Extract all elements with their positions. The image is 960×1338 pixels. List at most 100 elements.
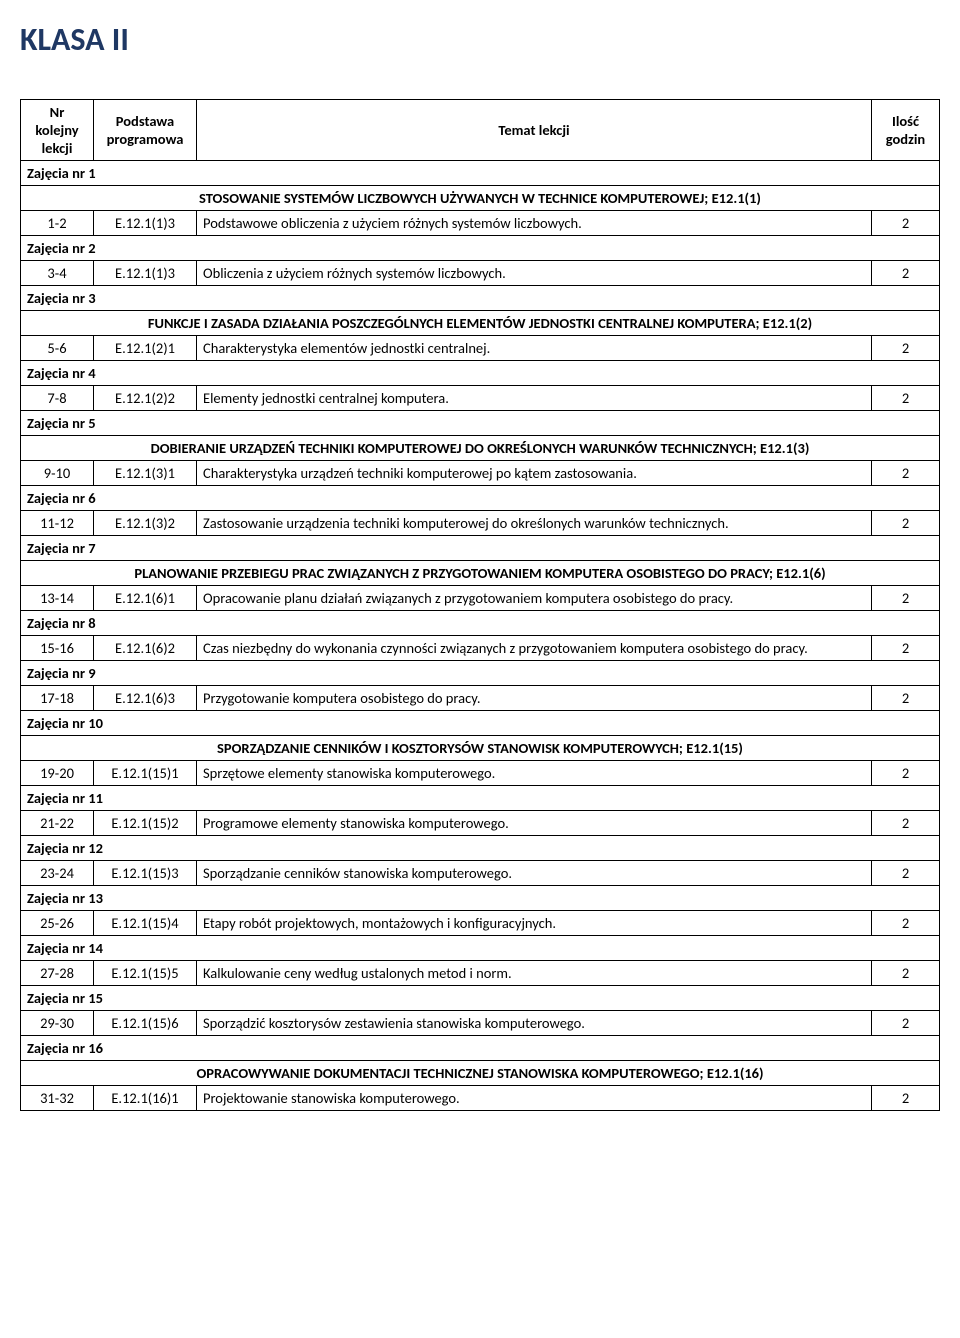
header-podstawa: Podstawa programowa xyxy=(94,100,197,161)
lesson-nr: 21-22 xyxy=(21,811,94,836)
lesson-hours: 2 xyxy=(872,811,940,836)
table-row: 9-10E.12.1(3)1Charakterystyka urządzeń t… xyxy=(21,461,940,486)
lesson-nr: 31-32 xyxy=(21,1086,94,1111)
table-row: Zajęcia nr 11 xyxy=(21,786,940,811)
lesson-hours: 2 xyxy=(872,911,940,936)
lesson-topic: Obliczenia z użyciem różnych systemów li… xyxy=(197,261,872,286)
lesson-hours: 2 xyxy=(872,261,940,286)
lesson-hours: 2 xyxy=(872,586,940,611)
lesson-hours: 2 xyxy=(872,861,940,886)
table-row: Zajęcia nr 15 xyxy=(21,986,940,1011)
lesson-topic: Projektowanie stanowiska komputerowego. xyxy=(197,1086,872,1111)
table-row: FUNKCJE I ZASADA DZIAŁANIA POSZCZEGÓLNYC… xyxy=(21,311,940,336)
session-label: Zajęcia nr 16 xyxy=(21,1036,940,1061)
lesson-hours: 2 xyxy=(872,1086,940,1111)
table-row: Zajęcia nr 13 xyxy=(21,886,940,911)
table-row: STOSOWANIE SYSTEMÓW LICZBOWYCH UŻYWANYCH… xyxy=(21,186,940,211)
session-label: Zajęcia nr 13 xyxy=(21,886,940,911)
lesson-hours: 2 xyxy=(872,961,940,986)
lesson-code: E.12.1(16)1 xyxy=(94,1086,197,1111)
table-row: 29-30E.12.1(15)6Sporządzić kosztorysów z… xyxy=(21,1011,940,1036)
header-row: Nr kolejny lekcji Podstawa programowa Te… xyxy=(21,100,940,161)
table-row: Zajęcia nr 7 xyxy=(21,536,940,561)
table-row: Zajęcia nr 12 xyxy=(21,836,940,861)
lesson-code: E.12.1(15)2 xyxy=(94,811,197,836)
lesson-code: E.12.1(3)1 xyxy=(94,461,197,486)
lesson-code: E.12.1(1)3 xyxy=(94,211,197,236)
lesson-code: E.12.1(15)6 xyxy=(94,1011,197,1036)
curriculum-table: Nr kolejny lekcji Podstawa programowa Te… xyxy=(20,99,940,1111)
table-row: 21-22E.12.1(15)2Programowe elementy stan… xyxy=(21,811,940,836)
session-label: Zajęcia nr 1 xyxy=(21,161,940,186)
lesson-topic: Charakterystyka elementów jednostki cent… xyxy=(197,336,872,361)
table-row: 11-12E.12.1(3)2Zastosowanie urządzenia t… xyxy=(21,511,940,536)
table-row: 13-14E.12.1(6)1Opracowanie planu działań… xyxy=(21,586,940,611)
table-row: DOBIERANIE URZĄDZEŃ TECHNIKI KOMPUTEROWE… xyxy=(21,436,940,461)
lesson-nr: 17-18 xyxy=(21,686,94,711)
lesson-code: E.12.1(15)5 xyxy=(94,961,197,986)
lesson-nr: 9-10 xyxy=(21,461,94,486)
table-row: Zajęcia nr 9 xyxy=(21,661,940,686)
lesson-code: E.12.1(6)1 xyxy=(94,586,197,611)
table-row: OPRACOWYWANIE DOKUMENTACJI TECHNICZNEJ S… xyxy=(21,1061,940,1086)
session-label: Zajęcia nr 11 xyxy=(21,786,940,811)
table-row: 7-8E.12.1(2)2Elementy jednostki centraln… xyxy=(21,386,940,411)
lesson-nr: 3-4 xyxy=(21,261,94,286)
header-ilosc: Ilość godzin xyxy=(872,100,940,161)
session-label: Zajęcia nr 3 xyxy=(21,286,940,311)
section-heading: SPORZĄDZANIE CENNIKÓW I KOSZTORYSÓW STAN… xyxy=(21,736,940,761)
table-body: Zajęcia nr 1STOSOWANIE SYSTEMÓW LICZBOWY… xyxy=(21,161,940,1111)
lesson-code: E.12.1(15)1 xyxy=(94,761,197,786)
lesson-nr: 5-6 xyxy=(21,336,94,361)
table-row: Zajęcia nr 6 xyxy=(21,486,940,511)
table-row: Zajęcia nr 16 xyxy=(21,1036,940,1061)
session-label: Zajęcia nr 7 xyxy=(21,536,940,561)
lesson-code: E.12.1(6)2 xyxy=(94,636,197,661)
lesson-hours: 2 xyxy=(872,511,940,536)
header-temat: Temat lekcji xyxy=(197,100,872,161)
table-row: Zajęcia nr 1 xyxy=(21,161,940,186)
table-row: PLANOWANIE PRZEBIEGU PRAC ZWIĄZANYCH Z P… xyxy=(21,561,940,586)
table-row: Zajęcia nr 2 xyxy=(21,236,940,261)
lesson-code: E.12.1(1)3 xyxy=(94,261,197,286)
session-label: Zajęcia nr 8 xyxy=(21,611,940,636)
session-label: Zajęcia nr 4 xyxy=(21,361,940,386)
page-title: KLASA II xyxy=(20,20,940,59)
table-row: Zajęcia nr 14 xyxy=(21,936,940,961)
lesson-hours: 2 xyxy=(872,761,940,786)
section-heading: PLANOWANIE PRZEBIEGU PRAC ZWIĄZANYCH Z P… xyxy=(21,561,940,586)
lesson-code: E.12.1(15)3 xyxy=(94,861,197,886)
lesson-topic: Programowe elementy stanowiska komputero… xyxy=(197,811,872,836)
lesson-topic: Elementy jednostki centralnej komputera. xyxy=(197,386,872,411)
lesson-topic: Etapy robót projektowych, montażowych i … xyxy=(197,911,872,936)
lesson-hours: 2 xyxy=(872,211,940,236)
lesson-nr: 23-24 xyxy=(21,861,94,886)
lesson-topic: Sporządzanie cenników stanowiska kompute… xyxy=(197,861,872,886)
table-row: 19-20E.12.1(15)1Sprzętowe elementy stano… xyxy=(21,761,940,786)
session-label: Zajęcia nr 2 xyxy=(21,236,940,261)
lesson-code: E.12.1(2)1 xyxy=(94,336,197,361)
table-row: SPORZĄDZANIE CENNIKÓW I KOSZTORYSÓW STAN… xyxy=(21,736,940,761)
session-label: Zajęcia nr 12 xyxy=(21,836,940,861)
table-row: 27-28E.12.1(15)5Kalkulowanie ceny według… xyxy=(21,961,940,986)
lesson-topic: Opracowanie planu działań związanych z p… xyxy=(197,586,872,611)
table-row: 1-2E.12.1(1)3Podstawowe obliczenia z uży… xyxy=(21,211,940,236)
header-nr: Nr kolejny lekcji xyxy=(21,100,94,161)
table-row: 15-16E.12.1(6)2Czas niezbędny do wykonan… xyxy=(21,636,940,661)
lesson-nr: 7-8 xyxy=(21,386,94,411)
table-row: 23-24E.12.1(15)3Sporządzanie cenników st… xyxy=(21,861,940,886)
lesson-code: E.12.1(6)3 xyxy=(94,686,197,711)
lesson-hours: 2 xyxy=(872,686,940,711)
lesson-code: E.12.1(15)4 xyxy=(94,911,197,936)
section-heading: OPRACOWYWANIE DOKUMENTACJI TECHNICZNEJ S… xyxy=(21,1061,940,1086)
lesson-topic: Sprzętowe elementy stanowiska komputerow… xyxy=(197,761,872,786)
lesson-nr: 11-12 xyxy=(21,511,94,536)
table-row: Zajęcia nr 4 xyxy=(21,361,940,386)
session-label: Zajęcia nr 14 xyxy=(21,936,940,961)
table-row: Zajęcia nr 8 xyxy=(21,611,940,636)
lesson-nr: 15-16 xyxy=(21,636,94,661)
session-label: Zajęcia nr 15 xyxy=(21,986,940,1011)
session-label: Zajęcia nr 6 xyxy=(21,486,940,511)
lesson-hours: 2 xyxy=(872,1011,940,1036)
lesson-nr: 19-20 xyxy=(21,761,94,786)
